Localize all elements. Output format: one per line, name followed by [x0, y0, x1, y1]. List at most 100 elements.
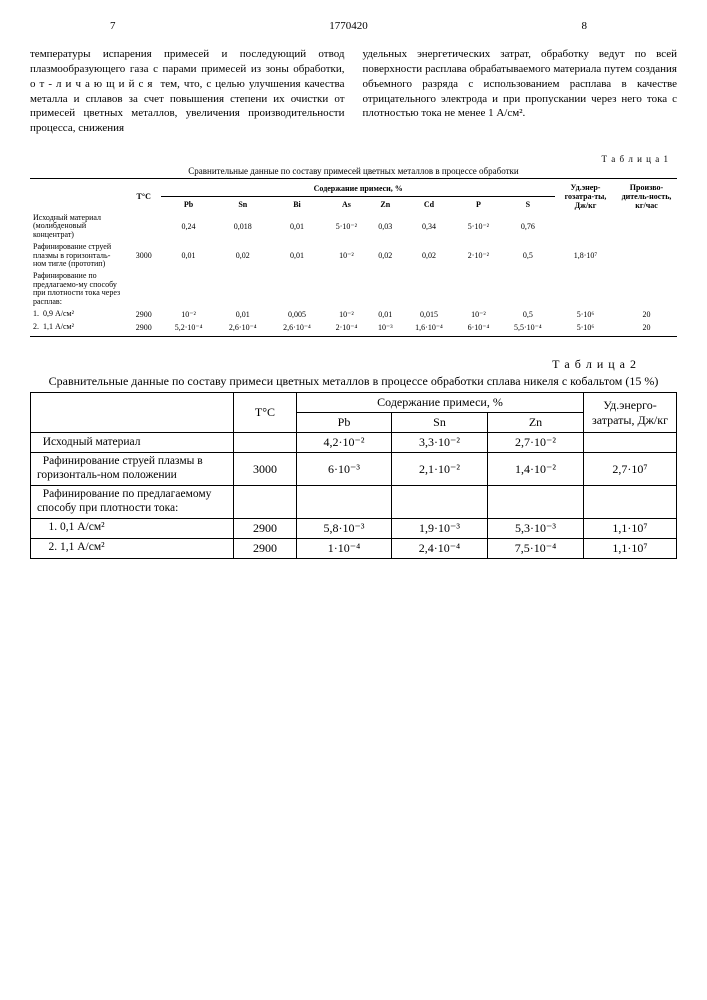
t1-h-c3: As — [324, 197, 369, 213]
cell: 5·10⁻² — [456, 212, 501, 241]
table-row: 1. 0,9 А/см²290010⁻²0,010,00510⁻²0,010,0… — [30, 308, 677, 321]
cell: 5,5·10⁻⁴ — [501, 321, 555, 334]
cell: 4,2·10⁻² — [297, 433, 392, 453]
table-2-label: Т а б л и ц а 2 — [30, 357, 677, 372]
cell — [501, 270, 555, 308]
t1-h-energy: Уд.энер-гозатра-ты, Дж/кг — [555, 181, 616, 212]
cell: 3000 — [126, 241, 161, 270]
table-row: 1. 0,1 А/см²29005,8·10⁻³1,9·10⁻³5,3·10⁻³… — [31, 518, 677, 538]
cell: 2,7·10⁻² — [487, 433, 583, 453]
cell — [584, 485, 677, 518]
cell: 2·10⁻⁴ — [324, 321, 369, 334]
cell — [616, 241, 677, 270]
cell: 20 — [616, 321, 677, 334]
row-label: 2. 1,1 А/см² — [31, 538, 234, 558]
table-1-label: Т а б л и ц а 1 — [30, 154, 677, 164]
cell — [234, 485, 297, 518]
t2-h-pb: Pb — [297, 413, 392, 433]
cell: 0,5 — [501, 308, 555, 321]
page-num-right: 8 — [582, 20, 588, 32]
cell — [584, 433, 677, 453]
cell: 5·10⁶ — [555, 321, 616, 334]
left-column: температуры испарения примесей и последу… — [30, 47, 345, 136]
table-row: Рафинирование струей плазмы в горизонтал… — [31, 453, 677, 486]
table-row: Рафинирование по предлагаемому способу п… — [31, 485, 677, 518]
t1-h-tc: Т°С — [126, 181, 161, 212]
cell: 2·10⁻² — [456, 241, 501, 270]
table-row: 2. 1,1 А/см²29001·10⁻⁴2,4·10⁻⁴7,5·10⁻⁴1,… — [31, 538, 677, 558]
cell: 2,6·10⁻⁴ — [270, 321, 324, 334]
t1-h-c7: S — [501, 197, 555, 213]
cell: 0,005 — [270, 308, 324, 321]
cell: 0,5 — [501, 241, 555, 270]
cell: 0,02 — [216, 241, 270, 270]
body-text: температуры испарения примесей и последу… — [30, 47, 677, 136]
cell — [391, 485, 487, 518]
t2-h-sn: Sn — [391, 413, 487, 433]
table-1-title: Сравнительные данные по составу примесей… — [30, 166, 677, 176]
t1-h-c1: Sn — [216, 197, 270, 213]
cell: 1,4·10⁻² — [487, 453, 583, 486]
cell — [324, 270, 369, 308]
cell — [456, 270, 501, 308]
cell — [234, 433, 297, 453]
cell — [126, 212, 161, 241]
cell: 5,8·10⁻³ — [297, 518, 392, 538]
cell: 1,9·10⁻³ — [391, 518, 487, 538]
cell: 2,1·10⁻² — [391, 453, 487, 486]
table-row: Исходный материал4,2·10⁻²3,3·10⁻²2,7·10⁻… — [31, 433, 677, 453]
cell: 0,24 — [161, 212, 215, 241]
cell: 0,018 — [216, 212, 270, 241]
t1-h-c2: Bi — [270, 197, 324, 213]
cell: 2,6·10⁻⁴ — [216, 321, 270, 334]
cell: 3000 — [234, 453, 297, 486]
row-label: Рафинирование струей плазмы в горизонтал… — [31, 453, 234, 486]
t1-h-group: Содержание примеси, % — [161, 181, 555, 197]
table-row: 2. 1,1 А/см²29005,2·10⁻⁴2,6·10⁻⁴2,6·10⁻⁴… — [30, 321, 677, 334]
cell: 2,4·10⁻⁴ — [391, 538, 487, 558]
row-label: 2. 1,1 А/см² — [30, 321, 126, 334]
cell: 10⁻³ — [369, 321, 402, 334]
cell: 2900 — [234, 538, 297, 558]
table-row: Рафинирование по предлагаемо-му способу … — [30, 270, 677, 308]
cell: 10⁻² — [161, 308, 215, 321]
table-row: Исходный материал (молибденовый концентр… — [30, 212, 677, 241]
cell: 1·10⁻⁴ — [297, 538, 392, 558]
cell — [616, 270, 677, 308]
t2-h-tc: Т°С — [234, 393, 297, 433]
cell — [216, 270, 270, 308]
t1-h-c4: Zn — [369, 197, 402, 213]
cell: 0,02 — [369, 241, 402, 270]
cell: 0,02 — [402, 241, 456, 270]
row-label: Рафинирование струей плазмы в горизонтал… — [30, 241, 126, 270]
table-row: Рафинирование струей плазмы в горизонтал… — [30, 241, 677, 270]
cell — [161, 270, 215, 308]
cell — [369, 270, 402, 308]
table-1: Т°С Содержание примеси, % Уд.энер-гозатр… — [30, 181, 677, 334]
row-label: Рафинирование по предлагаемо-му способу … — [30, 270, 126, 308]
t1-h-c0: Pb — [161, 197, 215, 213]
cell: 6·10⁻³ — [297, 453, 392, 486]
cell: 7,5·10⁻⁴ — [487, 538, 583, 558]
cell: 3,3·10⁻² — [391, 433, 487, 453]
t2-h-zn: Zn — [487, 413, 583, 433]
cell: 1,1·10⁷ — [584, 518, 677, 538]
cell: 1,1·10⁷ — [584, 538, 677, 558]
cell — [487, 485, 583, 518]
cell: 2900 — [126, 308, 161, 321]
cell — [616, 212, 677, 241]
t1-h-prod: Произво-дитель-ность, кг/час — [616, 181, 677, 212]
cell: 1,6·10⁻⁴ — [402, 321, 456, 334]
cell: 6·10⁻⁴ — [456, 321, 501, 334]
table-2: Т°С Содержание примеси, % Уд.энерго-затр… — [30, 392, 677, 558]
cell: 2,7·10⁷ — [584, 453, 677, 486]
t1-h-c5: Cd — [402, 197, 456, 213]
cell: 0,03 — [369, 212, 402, 241]
cell: 0,01 — [216, 308, 270, 321]
doc-id: 1770420 — [116, 20, 582, 32]
right-column: удельных энергетических затрат, обработк… — [363, 47, 678, 136]
cell — [126, 270, 161, 308]
cell — [555, 212, 616, 241]
t2-h-group: Содержание примеси, % — [297, 393, 584, 413]
cell: 0,01 — [270, 212, 324, 241]
